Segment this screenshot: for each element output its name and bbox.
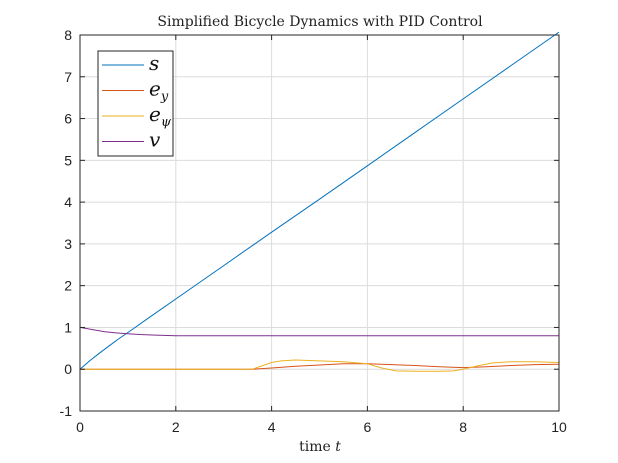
y-tick-label: 7 — [64, 69, 72, 85]
x-tick-label: 0 — [76, 419, 84, 435]
x-axis-label-text: time — [299, 439, 335, 455]
y-tick-label: 0 — [64, 361, 72, 377]
y-tick-label: 2 — [64, 278, 72, 294]
y-tick-label: 4 — [64, 194, 72, 210]
axes-box — [79, 34, 560, 412]
series-group — [79, 31, 560, 372]
y-tick-label: 3 — [64, 236, 72, 252]
series-line-e-psi — [80, 359, 560, 372]
x-tick-label: 2 — [172, 419, 180, 435]
tick-marks — [79, 34, 560, 412]
x-tick-label: 4 — [268, 419, 276, 435]
legend-box — [97, 50, 174, 157]
chart-title: Simplified Bicycle Dynamics with PID Con… — [157, 14, 483, 30]
x-axis-label-var: t — [335, 439, 341, 455]
series-line-e-y — [80, 363, 560, 370]
legend-label-subscript: ψ — [161, 115, 172, 130]
legend-label-v: v — [149, 128, 161, 152]
legend-label-s: s — [149, 51, 159, 75]
legend-label-subscript: y — [160, 90, 169, 105]
series-line-v — [79, 326, 559, 337]
legend-label-e-psi: eψ — [149, 102, 172, 130]
x-axis-label: time t — [299, 439, 341, 455]
legend-label-base: s — [149, 51, 159, 75]
x-tick-label: 6 — [364, 419, 372, 435]
legend-label-base: e — [149, 77, 161, 101]
y-tick-label: 5 — [64, 152, 72, 168]
y-tick-label: -1 — [60, 403, 73, 419]
legend-label-base: e — [149, 102, 161, 126]
y-tick-label: 1 — [64, 319, 72, 335]
legend-label-e-y: ey — [149, 77, 169, 105]
y-tick-label: 8 — [64, 27, 72, 43]
x-tick-label: 8 — [459, 419, 467, 435]
y-tick-label: 6 — [64, 111, 72, 127]
x-tick-label: 10 — [551, 419, 567, 435]
series-line-s — [79, 31, 560, 370]
legend-label-base: v — [149, 128, 161, 152]
